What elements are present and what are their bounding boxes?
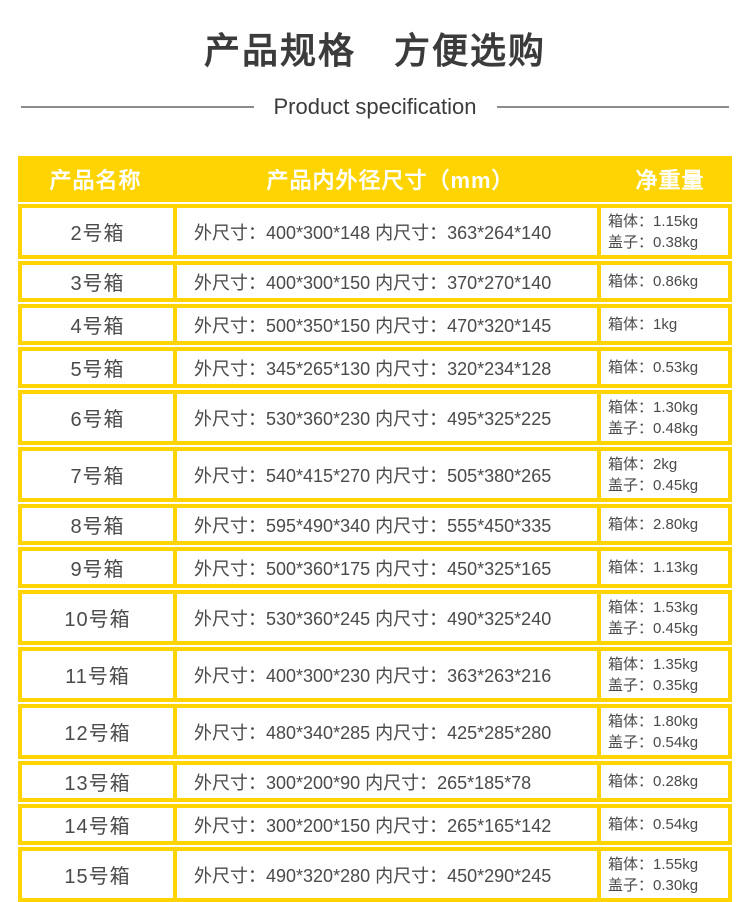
weight-line: 箱体：1.13kg [608,559,699,576]
dimensions-cell: 外尺寸：595*490*340 内尺寸：555*450*335 [177,508,601,541]
dimensions-cell: 外尺寸：500*360*175 内尺寸：450*325*165 [177,551,601,584]
weight-line: 箱体：1kg [608,316,678,333]
dimensions-cell: 外尺寸：490*320*280 内尺寸：450*290*245 [177,851,601,898]
table-row: 15号箱 外尺寸：490*320*280 内尺寸：450*290*245 箱体：… [18,847,732,902]
dimensions-cell: 外尺寸：400*300*148 内尺寸：363*264*140 [177,208,601,255]
weight-line: 盖子：0.48kg [608,419,699,437]
product-name-cell: 7号箱 [22,451,177,498]
dimensions-cell: 外尺寸：300*200*90 内尺寸：265*185*78 [177,765,601,798]
weight-line: 箱体：0.53kg [608,359,699,376]
spec-table: 产品名称 产品内外径尺寸（mm） 净重量 2号箱 外尺寸：400*300*148… [18,156,732,902]
column-header-net-weight: 净重量 [635,168,705,193]
product-name-cell: 10号箱 [22,594,177,641]
weight-line: 箱体：0.28kg [608,773,699,790]
weight-line: 盖子：0.30kg [608,876,699,894]
product-name-cell: 11号箱 [22,651,177,698]
column-header-dimensions: 产品内外径尺寸（mm） [266,168,515,193]
product-name-cell: 8号箱 [22,508,177,541]
table-row: 2号箱 外尺寸：400*300*148 内尺寸：363*264*140 箱体：1… [18,204,732,259]
table-row: 14号箱 外尺寸：300*200*150 内尺寸：265*165*142 箱体：… [18,804,732,845]
table-header-row: 产品名称 产品内外径尺寸（mm） 净重量 [18,156,732,202]
weight-line: 箱体：1.15kg [608,212,699,230]
table-row: 3号箱 外尺寸：400*300*150 内尺寸：370*270*140 箱体：0… [18,261,732,302]
weight-line: 箱体：1.30kg [608,398,699,416]
weight-line: 盖子：0.35kg [608,676,699,694]
divider-line-left [21,106,254,108]
weight-line: 箱体：2.80kg [608,516,699,533]
page-subtitle: Product specification [273,94,477,119]
weight-cell: 箱体：1.35kg 盖子：0.35kg [601,651,728,698]
product-name-cell: 3号箱 [22,265,177,298]
product-name-cell: 2号箱 [22,208,177,255]
weight-line: 箱体：1.35kg [608,655,699,673]
weight-line: 盖子：0.38kg [608,233,699,251]
table-row: 13号箱 外尺寸：300*200*90 内尺寸：265*185*78 箱体：0.… [18,761,732,802]
weight-cell: 箱体：1.13kg [601,551,728,584]
weight-cell: 箱体：1.55kg 盖子：0.30kg [601,851,728,898]
table-row: 9号箱 外尺寸：500*360*175 内尺寸：450*325*165 箱体：1… [18,547,732,588]
table-row: 10号箱 外尺寸：530*360*245 内尺寸：490*325*240 箱体：… [18,590,732,645]
weight-line: 箱体：0.54kg [608,816,699,833]
weight-line: 盖子：0.45kg [608,476,699,494]
product-name-cell: 4号箱 [22,308,177,341]
weight-cell: 箱体：1.80kg 盖子：0.54kg [601,708,728,755]
weight-line: 盖子：0.45kg [608,619,699,637]
dimensions-cell: 外尺寸：345*265*130 内尺寸：320*234*128 [177,351,601,384]
table-row: 12号箱 外尺寸：480*340*285 内尺寸：425*285*280 箱体：… [18,704,732,759]
table-row: 7号箱 外尺寸：540*415*270 内尺寸：505*380*265 箱体：2… [18,447,732,502]
product-name-cell: 5号箱 [22,351,177,384]
weight-cell: 箱体：0.54kg [601,808,728,841]
column-header-product-name: 产品名称 [49,168,142,193]
table-row: 11号箱 外尺寸：400*300*230 内尺寸：363*263*216 箱体：… [18,647,732,702]
table-row: 8号箱 外尺寸：595*490*340 内尺寸：555*450*335 箱体：2… [18,504,732,545]
weight-cell: 箱体：0.86kg [601,265,728,298]
weight-line: 盖子：0.54kg [608,733,699,751]
product-name-cell: 6号箱 [22,394,177,441]
weight-cell: 箱体：2.80kg [601,508,728,541]
weight-cell: 箱体：1kg [601,308,728,341]
product-name-cell: 15号箱 [22,851,177,898]
dimensions-cell: 外尺寸：540*415*270 内尺寸：505*380*265 [177,451,601,498]
dimensions-cell: 外尺寸：400*300*230 内尺寸：363*263*216 [177,651,601,698]
subtitle-row: Product specification [21,94,729,120]
weight-line: 箱体：2kg [608,455,678,473]
product-name-cell: 13号箱 [22,765,177,798]
weight-cell: 箱体：1.30kg 盖子：0.48kg [601,394,728,441]
table-row: 6号箱 外尺寸：530*360*230 内尺寸：495*325*225 箱体：1… [18,390,732,445]
table-row: 5号箱 外尺寸：345*265*130 内尺寸：320*234*128 箱体：0… [18,347,732,388]
product-name-cell: 12号箱 [22,708,177,755]
weight-line: 箱体：1.55kg [608,855,699,873]
weight-cell: 箱体：2kg 盖子：0.45kg [601,451,728,498]
weight-cell: 箱体：0.28kg [601,765,728,798]
dimensions-cell: 外尺寸：530*360*245 内尺寸：490*325*240 [177,594,601,641]
product-name-cell: 9号箱 [22,551,177,584]
weight-line: 箱体：0.86kg [608,273,699,290]
dimensions-cell: 外尺寸：400*300*150 内尺寸：370*270*140 [177,265,601,298]
weight-line: 箱体：1.53kg [608,598,699,616]
table-row: 4号箱 外尺寸：500*350*150 内尺寸：470*320*145 箱体：1… [18,304,732,345]
page-title: 产品规格 方便选购 [203,30,546,71]
weight-line: 箱体：1.80kg [608,712,699,730]
weight-cell: 箱体：0.53kg [601,351,728,384]
weight-cell: 箱体：1.15kg 盖子：0.38kg [601,208,728,255]
divider-line-right [496,106,729,108]
weight-cell: 箱体：1.53kg 盖子：0.45kg [601,594,728,641]
dimensions-cell: 外尺寸：500*350*150 内尺寸：470*320*145 [177,308,601,341]
product-name-cell: 14号箱 [22,808,177,841]
dimensions-cell: 外尺寸：480*340*285 内尺寸：425*285*280 [177,708,601,755]
dimensions-cell: 外尺寸：530*360*230 内尺寸：495*325*225 [177,394,601,441]
dimensions-cell: 外尺寸：300*200*150 内尺寸：265*165*142 [177,808,601,841]
